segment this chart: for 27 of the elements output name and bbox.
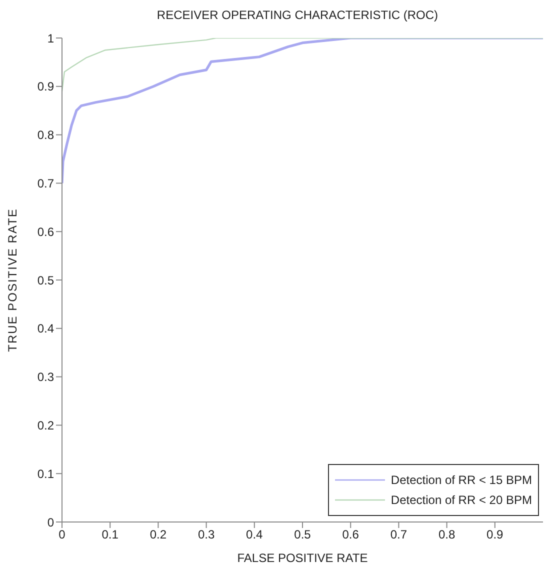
y-tick-label: 1: [47, 31, 54, 46]
x-axis-title: FALSE POSITIVE RATE: [237, 551, 368, 565]
x-tick-label: 0.1: [102, 528, 119, 542]
y-tick-label: 0.7: [37, 176, 54, 190]
y-tick-label: 0.3: [37, 370, 54, 384]
line-series: [62, 38, 543, 92]
legend-label: Detection of RR < 15 BPM: [390, 473, 532, 487]
chart-title: RECEIVER OPERATING CHARACTERISTIC (ROC): [156, 8, 440, 22]
y-tick-label: 0.4: [37, 322, 54, 336]
x-tick-label: 0.6: [342, 528, 360, 542]
y-tick-label: 0.2: [37, 418, 54, 432]
y-tick-label: 0: [47, 515, 54, 530]
y-axis-title: TRUE POSITIVE RATE: [5, 208, 20, 352]
x-tick-label: 0.8: [438, 528, 456, 542]
legend-label: Detection of RR < 20 BPM: [390, 493, 532, 507]
y-tick-label: 0.9: [37, 80, 54, 94]
x-tick-label: 0.7: [390, 528, 408, 542]
x-tick-label: 0.3: [198, 528, 215, 542]
x-tick-label: 0: [58, 528, 66, 542]
y-tick-label: 0.5: [37, 273, 54, 288]
y-tick-label: 0.6: [37, 224, 54, 239]
x-tick-label: 0.4: [246, 528, 264, 542]
y-tick-label: 0.1: [37, 466, 54, 481]
x-tick-label: 0.2: [150, 528, 167, 542]
x-tick-label: 0.5: [294, 528, 312, 542]
y-tick-label: 0.8: [37, 128, 54, 142]
x-tick-label: 0.9: [486, 528, 504, 542]
